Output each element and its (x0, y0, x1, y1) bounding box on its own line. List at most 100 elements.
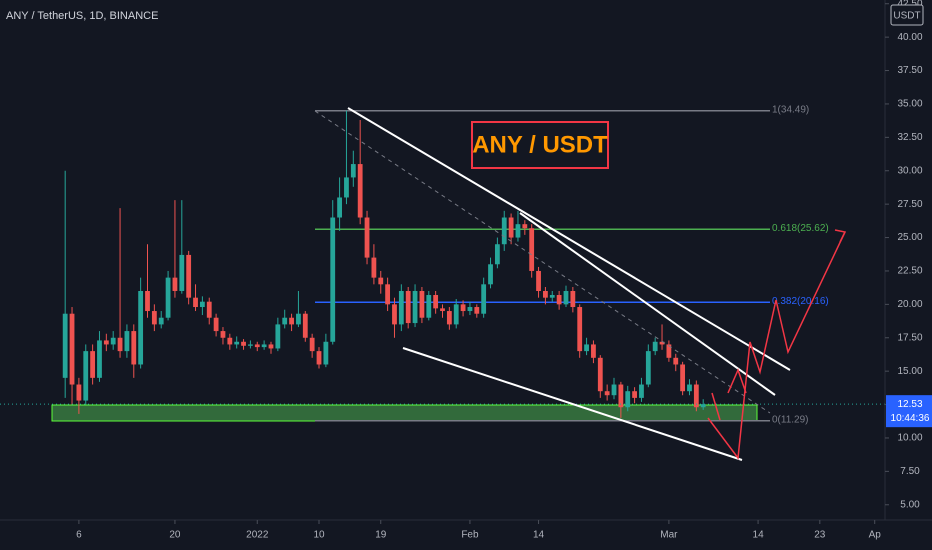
candle-body (700, 404, 706, 408)
y-tick-label: 10.00 (897, 433, 922, 444)
candle-body (474, 307, 480, 314)
candle-body (378, 277, 384, 285)
y-tick-label: 7.50 (900, 466, 920, 477)
candle-body (611, 384, 617, 396)
candle-body (591, 344, 596, 358)
candle-body (481, 284, 487, 314)
x-tick-label: Feb (461, 530, 479, 541)
candle-body (536, 270, 541, 291)
fib-label: 0.382(20.16) (772, 296, 829, 307)
candle-body (323, 341, 329, 365)
y-tick-label: 32.50 (897, 132, 922, 143)
candle-body (309, 337, 315, 352)
candle-body (515, 224, 521, 238)
candle-body (440, 308, 445, 312)
candle-body (549, 295, 555, 298)
candle-body (296, 313, 301, 325)
trendlines (347, 107, 791, 461)
candle-body (261, 344, 267, 348)
candle-body (652, 341, 658, 352)
candle-body (632, 391, 637, 398)
candle-body (645, 351, 651, 385)
projection-path (711, 392, 721, 421)
candle-body (371, 257, 377, 278)
candle-body (131, 331, 137, 365)
candle-body (570, 290, 576, 308)
candle-body (543, 290, 548, 298)
candle-body (350, 164, 356, 178)
y-tick-label: 37.50 (897, 65, 922, 76)
x-tick-label: 20 (169, 530, 181, 541)
fib-label: 1(34.49) (772, 104, 809, 115)
candle-body (453, 304, 459, 325)
candle-body (446, 311, 452, 325)
candle-body (151, 311, 157, 325)
candle-body (687, 384, 692, 392)
x-tick-label: 6 (76, 530, 82, 541)
candle-body (508, 217, 514, 238)
candle-body (103, 340, 109, 345)
candle-body (179, 254, 185, 291)
candle-body (275, 324, 281, 349)
unit-box (890, 4, 924, 26)
candle-body (199, 301, 205, 308)
candle-body (412, 290, 418, 324)
candle-body (138, 290, 144, 365)
y-tick-label: 15.00 (897, 366, 922, 377)
trendline (347, 107, 791, 371)
candle-body (248, 344, 253, 346)
candle-body (117, 337, 123, 352)
candle-body (426, 295, 432, 318)
candle-body (680, 364, 686, 392)
candle-body (165, 277, 171, 318)
candle-body (220, 331, 226, 338)
candle-body (494, 244, 500, 265)
candle-body (467, 307, 473, 312)
candle-body (405, 290, 411, 324)
candle-body (577, 307, 583, 352)
candle-body (604, 391, 610, 396)
candle-body (186, 254, 192, 298)
trendline (402, 347, 743, 461)
candle-body (639, 384, 644, 398)
candle-body (529, 228, 535, 271)
title-box (471, 121, 609, 169)
y-tick-label: 25.00 (897, 232, 922, 243)
candle-body (254, 344, 260, 348)
last-price-box (886, 395, 932, 428)
x-tick-label: 14 (533, 530, 545, 541)
candle-body (213, 317, 219, 332)
y-tick-label: 20.00 (897, 299, 922, 310)
candle-body (227, 337, 233, 345)
candle-body (488, 264, 493, 285)
candle-body (241, 341, 246, 346)
candle-body (522, 224, 528, 229)
candle-body (110, 337, 116, 345)
y-tick-label: 5.00 (900, 499, 920, 510)
candle-body (234, 341, 240, 345)
candle-body (392, 304, 397, 325)
candle-body (563, 290, 569, 305)
candle-body (584, 344, 589, 352)
candle-body (460, 304, 466, 312)
candle-body (282, 317, 288, 325)
candle-body (83, 351, 89, 401)
candle-body (316, 351, 322, 365)
candle-body (90, 351, 96, 378)
candle-body (76, 384, 82, 401)
y-unit: USDT (893, 11, 920, 22)
projection-path (727, 367, 747, 394)
candle-body (357, 164, 363, 218)
candle-body (158, 317, 164, 325)
x-tick-label: 23 (814, 530, 826, 541)
candle-body (398, 290, 404, 325)
arrow-head (834, 229, 847, 243)
chart-title: ANY / USDT (472, 131, 608, 158)
candle-body (344, 177, 349, 198)
candle-body (501, 217, 507, 245)
y-tick-label: 27.50 (897, 199, 922, 210)
candle-body (556, 295, 562, 305)
x-tick-label: Ap (869, 530, 882, 541)
candle-body (419, 290, 425, 318)
candle-body (364, 217, 370, 258)
